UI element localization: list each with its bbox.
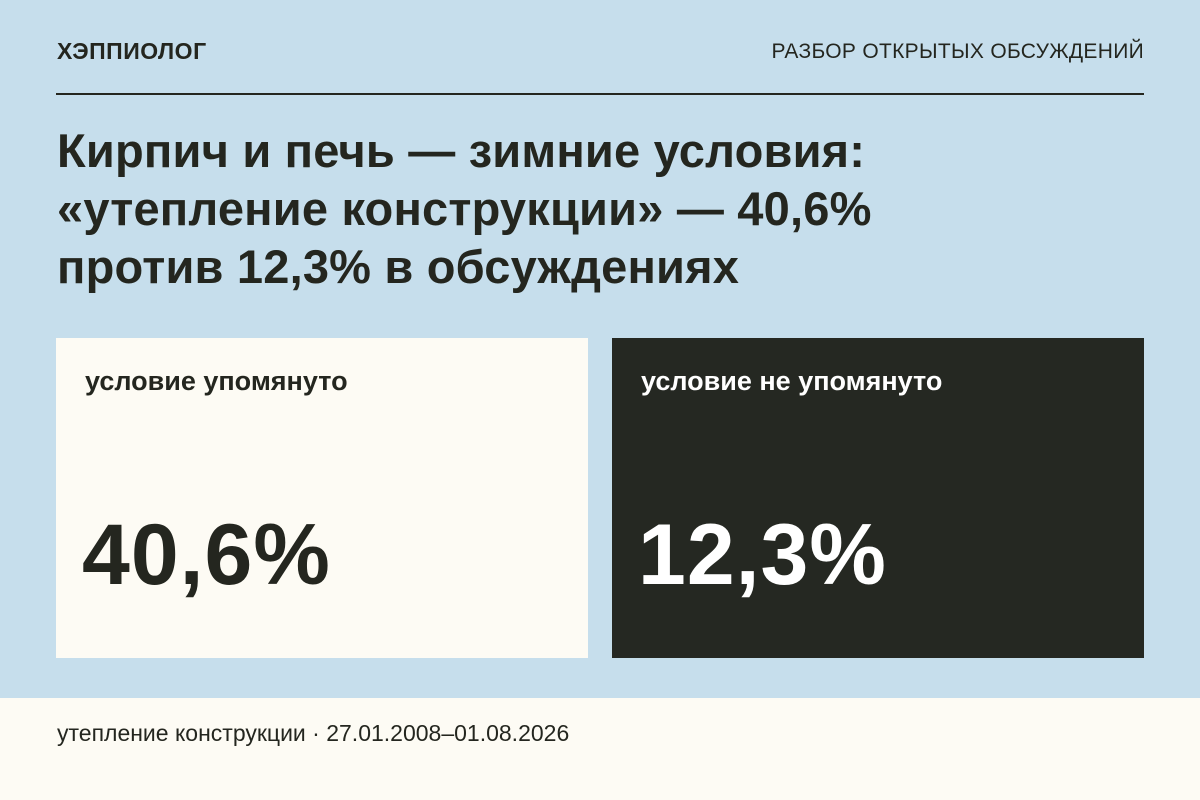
brand: ХЭППИОЛОГ <box>57 38 207 64</box>
card-value: 12,3% <box>638 507 887 603</box>
card-value: 40,6% <box>82 507 331 603</box>
divider <box>56 93 1144 95</box>
card-label: условие не упомянуто <box>641 366 943 396</box>
stat-card: условие упомянуто 40,6% <box>56 338 588 658</box>
section-label: РАЗБОР ОТКРЫТЫХ ОБСУЖДЕНИЙ <box>771 40 1144 63</box>
title-line: против 12,3% в обсуждениях <box>57 240 740 293</box>
title: Кирпич и печь — зимние условия: «утеплен… <box>57 122 872 296</box>
title-line: «утепление конструкции» — 40,6% <box>57 182 872 235</box>
card-label: условие упомянуто <box>85 366 348 396</box>
footer-text: утепление конструкции · 27.01.2008–01.08… <box>57 720 570 746</box>
footer: утепление конструкции · 27.01.2008–01.08… <box>0 698 1200 800</box>
title-line: Кирпич и печь — зимние условия: <box>57 124 866 177</box>
stat-card: условие не упомянуто 12,3% <box>612 338 1144 658</box>
